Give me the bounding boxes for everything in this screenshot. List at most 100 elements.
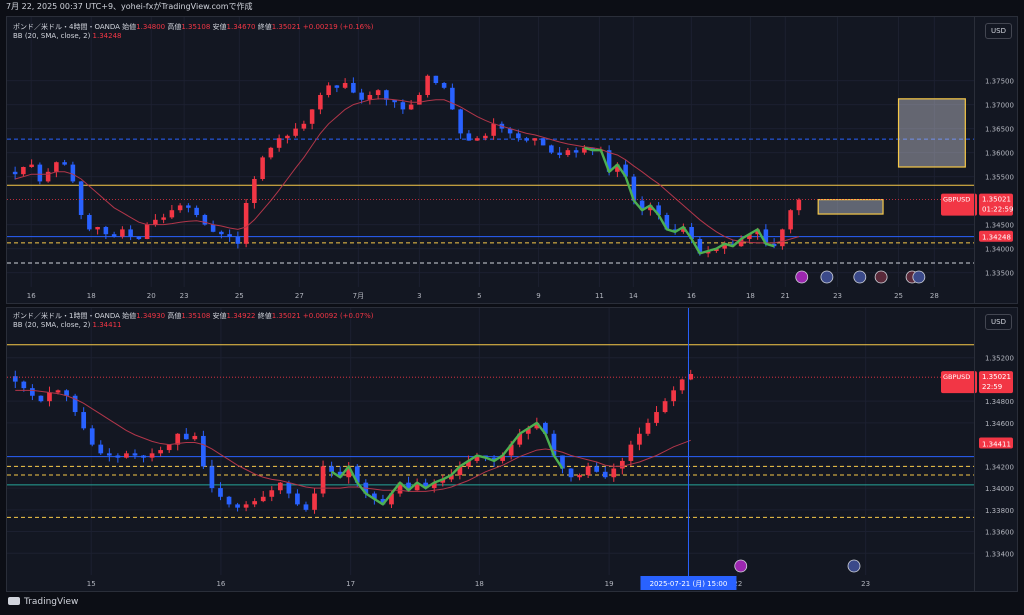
candlestick-chart-1h[interactable]: 1.35200 1.34800 1.34600 1.34200 1.34000 1.338… <box>7 308 1014 591</box>
candle-body <box>534 422 540 429</box>
price-tick-label: 1.35200 <box>985 355 1014 363</box>
economic-event-icon <box>734 559 748 573</box>
time-tick-label: 19 <box>605 580 614 588</box>
candle-body <box>648 205 653 211</box>
price-tick-label: 1.34500 <box>985 222 1014 230</box>
candle-body <box>423 482 429 489</box>
candle-body <box>177 205 183 211</box>
candle-body <box>780 229 785 247</box>
candle-body <box>30 388 35 396</box>
candle-body <box>243 203 249 244</box>
time-tick-label: 11 <box>595 292 604 300</box>
candle-body <box>384 90 389 100</box>
candle-body <box>664 215 670 230</box>
price-tick-label: 1.34000 <box>985 485 1014 493</box>
last-price-value: 1.35021 <box>982 373 1011 381</box>
candle-body <box>120 229 125 237</box>
candle-body <box>763 229 769 244</box>
high-key: 高値 <box>167 312 182 320</box>
open-key: 始値 <box>122 312 137 320</box>
candle-body <box>260 496 266 502</box>
candle-body <box>615 164 620 172</box>
candle-body <box>573 150 579 153</box>
candle-body <box>417 95 422 105</box>
candle-body <box>525 428 531 434</box>
candle-body <box>303 504 309 510</box>
close-key: 終値 <box>257 312 272 320</box>
candle-body <box>606 150 612 172</box>
candle-body <box>202 215 208 225</box>
candle-body <box>219 231 224 235</box>
candle-body <box>466 460 471 467</box>
candle-body <box>89 428 95 445</box>
low-value: 1.34922 <box>226 312 256 320</box>
candle-body <box>697 239 703 254</box>
economic-event-icon <box>912 270 926 284</box>
candle-body <box>568 468 574 478</box>
candle-body <box>136 236 142 239</box>
candlestick-chart-4h[interactable]: 1.37500 1.37000 1.36500 1.36000 1.35500 1.345… <box>7 17 1014 303</box>
price-axis-4h[interactable] <box>974 17 1017 303</box>
price-tick-label: 1.37000 <box>985 102 1014 110</box>
symbol-name-label: GBPUSD <box>943 373 970 381</box>
candle-body <box>103 227 109 235</box>
change-value: +0.00092 (+0.07%) <box>302 312 374 320</box>
candle-body <box>508 444 514 456</box>
candle-body <box>656 205 661 215</box>
candle-body <box>21 381 27 389</box>
time-tick-label: 7月 <box>353 292 364 300</box>
economic-event-icon <box>820 270 834 284</box>
candle-body <box>628 444 634 461</box>
candle-body <box>95 227 100 230</box>
price-tick-label: 1.34800 <box>985 398 1014 406</box>
candle-body <box>252 501 258 505</box>
candle-body <box>141 455 146 458</box>
low-key: 安値 <box>212 312 227 320</box>
candle-body <box>201 435 206 467</box>
candle-body <box>466 133 472 141</box>
candle-body <box>474 455 480 461</box>
currency-button-4h[interactable]: USD <box>985 23 1012 39</box>
price-axis-1h[interactable] <box>974 308 1017 591</box>
candle-body <box>312 493 317 510</box>
time-tick-label: 16 <box>687 292 696 300</box>
time-tick-label: 28 <box>930 292 939 300</box>
time-tick-label: 16 <box>216 580 225 588</box>
chart-panel-1h[interactable]: 1.35200 1.34800 1.34600 1.34200 1.34000 1.338… <box>6 307 1018 592</box>
symbol-header-1h: ポンド／米ドル・1時間・OANDA 始値1.34930 高値1.35108 安値… <box>13 311 374 321</box>
candle-body <box>389 493 394 505</box>
time-tick-label: 3 <box>417 292 421 300</box>
time-tick-label: 14 <box>629 292 638 300</box>
symbol-title: ポンド／米ドル・1時間・OANDA <box>13 312 120 320</box>
last-price-tag <box>979 371 1013 394</box>
candle-body <box>517 433 523 445</box>
candle-body <box>448 475 454 480</box>
candle-body <box>295 493 300 505</box>
tradingview-logo[interactable]: TradingView <box>8 597 78 607</box>
candle-body <box>21 167 26 175</box>
candle-body <box>12 376 18 382</box>
crosshair-time-label: 2025-07-21 (月) 15:00 <box>650 580 728 588</box>
currency-button-1h[interactable]: USD <box>985 314 1012 330</box>
candle-body <box>549 145 554 153</box>
candle-body <box>375 90 381 95</box>
candle-body <box>276 138 282 148</box>
bb-value-tag <box>979 230 1013 242</box>
tradingview-icon <box>8 597 20 605</box>
candle-body <box>111 234 117 237</box>
candle-body <box>268 147 274 158</box>
candle-body <box>491 123 496 136</box>
candle-body <box>788 210 793 230</box>
indicator-label: BB (20, SMA, close, 2) <box>13 321 91 329</box>
bar-countdown: 22:59 <box>982 383 1002 391</box>
candle-body <box>169 210 175 218</box>
high-key: 高値 <box>167 23 182 31</box>
indicator-legend-1h[interactable]: BB (20, SMA, close, 2) 1.34411 <box>13 321 122 329</box>
indicator-legend-4h[interactable]: BB (20, SMA, close, 2) 1.34248 <box>13 32 122 40</box>
candle-body <box>582 147 587 153</box>
price-tick-label: 1.35500 <box>985 174 1014 182</box>
candle-body <box>293 128 298 136</box>
chart-panel-4h[interactable]: 1.37500 1.37000 1.36500 1.36000 1.35500 1.345… <box>6 16 1018 304</box>
candle-body <box>337 471 343 478</box>
candle-body <box>359 92 364 100</box>
